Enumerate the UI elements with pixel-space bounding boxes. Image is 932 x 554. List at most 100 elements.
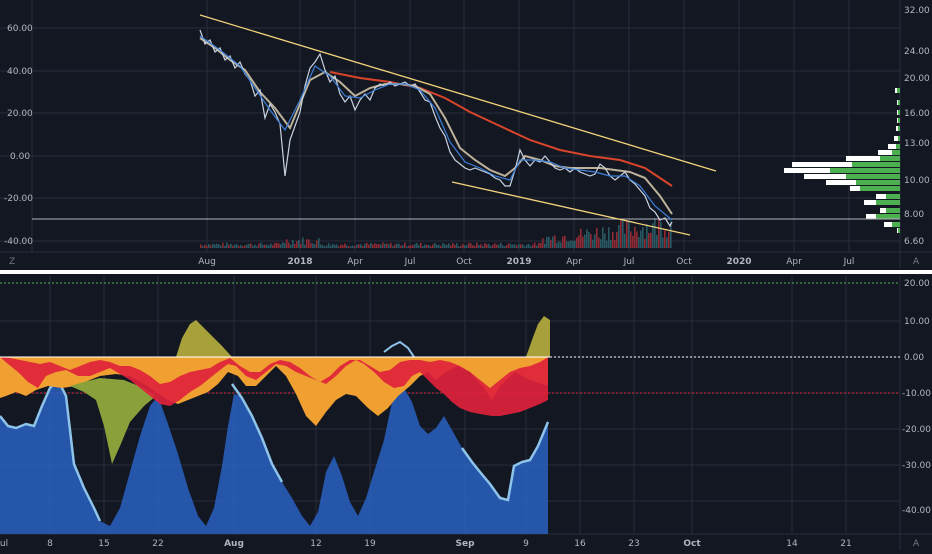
volume-profile-down-bar xyxy=(884,222,892,227)
volume-bar xyxy=(598,237,600,248)
osc-time-tick: 21 xyxy=(840,539,851,549)
volume-bar xyxy=(348,246,350,248)
volume-bar xyxy=(666,237,668,248)
volume-bar xyxy=(262,244,264,248)
left-price-axis[interactable]: 60.00 40.00 20.00 0.00 -20.00 -40.00 xyxy=(4,24,33,247)
volume-bar xyxy=(428,245,430,248)
volume-bar xyxy=(328,243,330,248)
volume-bar xyxy=(228,244,230,248)
volume-bar xyxy=(482,245,484,248)
volume-bar xyxy=(506,245,508,248)
oscillator-right-axis[interactable]: 20.00 10.00 0.00 -10.00 -20.00 -30.00 -4… xyxy=(902,279,931,516)
volume-bar xyxy=(648,232,650,248)
volume-bar xyxy=(264,244,266,248)
volume-bar xyxy=(454,244,456,248)
price-chart-pane[interactable]: 60.00 40.00 20.00 0.00 -20.00 -40.00 32.… xyxy=(0,0,932,268)
volume-bar xyxy=(576,237,578,248)
volume-bar xyxy=(548,236,550,248)
volume-bar xyxy=(626,220,628,248)
volume-bar xyxy=(424,244,426,248)
osc-time-tick: 19 xyxy=(364,539,376,549)
volume-bar xyxy=(234,244,236,248)
volume-bar xyxy=(580,228,582,248)
oscillator-olive-upper xyxy=(176,320,232,357)
time-axis-tick: Apr xyxy=(347,257,363,267)
volume-bar xyxy=(352,245,354,248)
right-axis-tick: 8.00 xyxy=(904,210,924,220)
volume-bar xyxy=(374,243,376,248)
volume-bar xyxy=(396,243,398,248)
volume-profile-down-bar xyxy=(792,162,852,167)
volume-bar xyxy=(432,244,434,248)
volume-bar xyxy=(664,230,666,248)
top-time-axis[interactable]: Aug 2018 Apr Jul Oct 2019 Apr Jul Oct 20… xyxy=(198,257,854,267)
osc-time-tick: 16 xyxy=(574,539,586,549)
volume-profile-down-bar xyxy=(894,136,898,141)
oscillator-time-axis[interactable]: ul 8 15 22 Aug 12 19 Sep 9 16 23 Oct 14 … xyxy=(0,539,852,549)
volume-bar xyxy=(460,245,462,248)
volume-bar xyxy=(308,239,310,248)
price-chart[interactable]: 60.00 40.00 20.00 0.00 -20.00 -40.00 32.… xyxy=(0,0,932,268)
right-axis-tick: 6.60 xyxy=(904,237,924,247)
volume-bar xyxy=(574,240,576,248)
volume-bar xyxy=(382,242,384,248)
volume-bar xyxy=(370,242,372,248)
volume-bar xyxy=(252,245,254,248)
volume-profile-down-bar xyxy=(897,228,898,233)
volume-profile-down-bar xyxy=(846,156,880,161)
volume-bar xyxy=(484,243,486,248)
volume-bar xyxy=(326,245,328,248)
volume-bar xyxy=(670,221,672,248)
osc-right-axis-corner-label[interactable]: A xyxy=(913,539,920,549)
volume-bar xyxy=(658,219,660,248)
volume-profile-up-bar xyxy=(898,110,900,115)
pane-separator[interactable] xyxy=(0,268,932,276)
volume-bar xyxy=(540,243,542,248)
volume-profile-up-bar xyxy=(898,100,900,105)
time-axis-tick: Apr xyxy=(566,257,582,267)
volume-bar xyxy=(530,246,532,248)
volume-bar xyxy=(458,246,460,248)
volume-bar xyxy=(660,221,662,248)
volume-bar xyxy=(372,244,374,248)
volume-bar xyxy=(586,229,588,248)
volume-profile-up-bar xyxy=(892,150,900,155)
volume-bar xyxy=(440,245,442,248)
left-axis-corner-label[interactable]: Z xyxy=(9,257,15,267)
upper-trendline[interactable] xyxy=(199,14,717,172)
volume-bar xyxy=(332,243,334,248)
right-axis-tick: 10.00 xyxy=(904,176,930,186)
volume-bar xyxy=(572,240,574,248)
volume-bar xyxy=(536,245,538,248)
volume-bar xyxy=(394,244,396,248)
osc-time-tick: 14 xyxy=(786,539,798,549)
volume-bar xyxy=(566,241,568,248)
volume-bar xyxy=(408,245,410,248)
volume-bar xyxy=(500,242,502,248)
volume-bar xyxy=(376,244,378,248)
volume-bar xyxy=(486,244,488,248)
oscillator-chart[interactable]: 20.00 10.00 0.00 -10.00 -20.00 -30.00 -4… xyxy=(0,276,932,550)
volume-bar xyxy=(230,243,232,248)
right-axis-corner-label[interactable]: A xyxy=(913,257,920,267)
oscillator-pane[interactable]: 20.00 10.00 0.00 -10.00 -20.00 -30.00 -4… xyxy=(0,276,932,550)
volume-bar xyxy=(404,242,406,248)
volume-bar xyxy=(532,244,534,248)
lower-trendline[interactable] xyxy=(451,181,691,236)
volume-bar xyxy=(450,245,452,248)
osc-axis-tick: -10.00 xyxy=(902,389,931,399)
volume-bar xyxy=(604,233,606,248)
volume-bar xyxy=(222,242,224,248)
volume-profile-up-bar xyxy=(876,200,900,205)
volume-bar xyxy=(342,245,344,248)
volume-bar xyxy=(322,245,324,248)
volume-bar xyxy=(468,242,470,248)
volume-profile-up-bar xyxy=(846,174,900,179)
volume-bar xyxy=(266,244,268,248)
volume-bar xyxy=(298,240,300,248)
volume-profile-up-bar xyxy=(898,136,900,141)
right-price-axis[interactable]: 32.00 24.00 20.00 16.00 13.00 10.00 8.00… xyxy=(904,6,930,247)
volume-bar xyxy=(212,243,214,248)
volume-bar xyxy=(524,246,526,248)
volume-bar xyxy=(300,243,302,248)
